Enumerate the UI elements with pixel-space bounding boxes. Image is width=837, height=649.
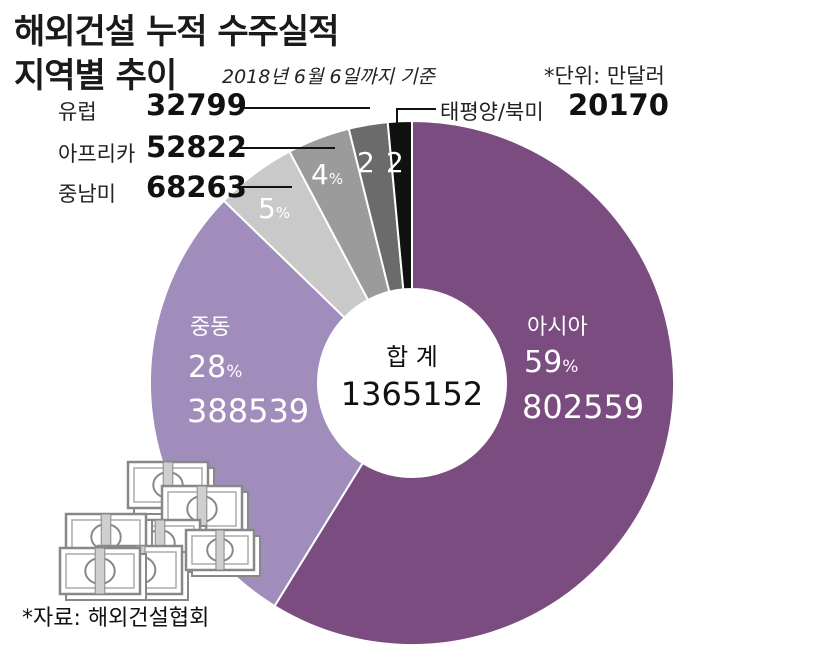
label-latam-name: 중남미 <box>58 182 116 206</box>
leader-europe <box>240 107 370 109</box>
slice-pacific-north-america <box>386 119 413 291</box>
slice-asia <box>273 119 675 646</box>
asia-percent: 59% <box>524 345 578 380</box>
total-value: 1365152 <box>341 375 484 413</box>
label-africa-value: 52822 <box>146 130 247 164</box>
source-note: *자료: 해외건설협회 <box>22 606 210 631</box>
asia-value: 802559 <box>522 388 644 426</box>
leader-africa <box>240 147 335 149</box>
leader-latam <box>240 186 292 188</box>
africa-percent: 4% <box>311 158 343 191</box>
middle-east-name: 중동 <box>190 315 230 340</box>
europe-percent: 2 <box>357 146 375 179</box>
date-note: 2018년 6월 6일까지 기준 <box>222 66 436 88</box>
chart-subtitle: 지역별 추이 <box>14 56 177 96</box>
latin-america-percent: 5% <box>258 192 290 225</box>
middle-east-percent: 28% <box>188 350 242 385</box>
donut-hole <box>319 290 505 476</box>
label-pacific-value: 20170 <box>568 88 669 122</box>
label-pacific-name: 태평양/북미 <box>440 100 544 124</box>
total-label: 합 계 <box>386 343 438 371</box>
label-africa-name: 아프리카 <box>58 142 136 166</box>
label-latam-value: 68263 <box>146 170 247 204</box>
label-europe-value: 32799 <box>146 88 247 122</box>
pacific-north-america-percent: 2 <box>386 146 404 179</box>
leader-pacific <box>396 108 436 110</box>
middle-east-value: 388539 <box>187 392 309 430</box>
asia-name: 아시아 <box>527 315 588 340</box>
chart-title: 해외건설 누적 수주실적 <box>14 12 339 52</box>
leader-pacific-drop <box>396 108 398 132</box>
unit-note: *단위: 만달러 <box>544 64 665 88</box>
label-europe-name: 유럽 <box>58 100 97 124</box>
money-stack-icon <box>58 460 261 601</box>
